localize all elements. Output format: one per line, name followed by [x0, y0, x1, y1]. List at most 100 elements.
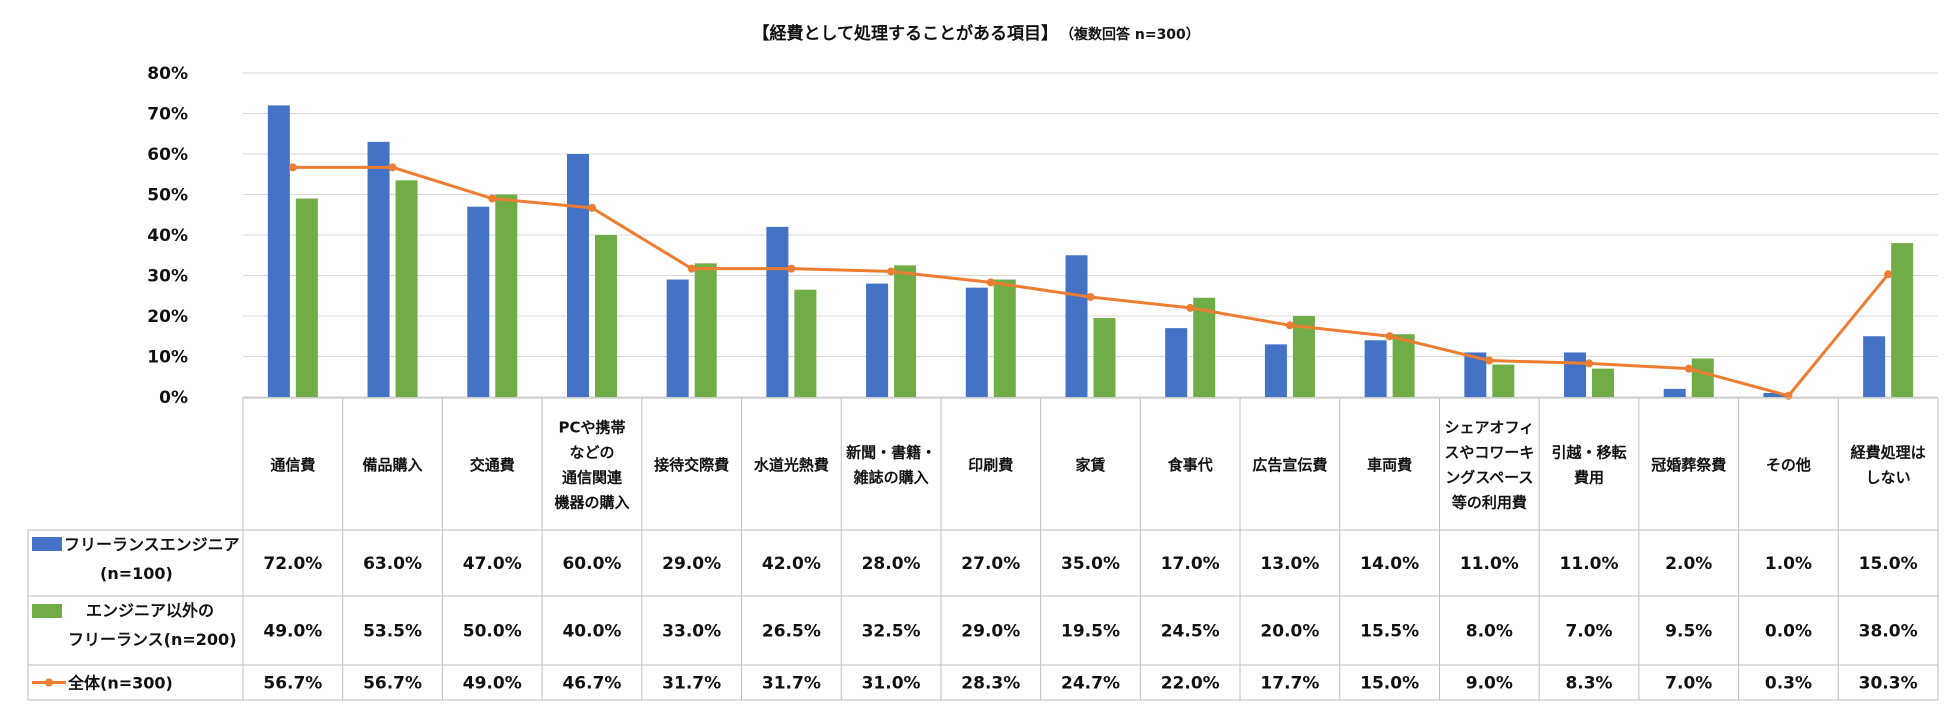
- category-label: PCや携帯: [558, 419, 625, 437]
- data-label: 49.0%: [463, 674, 522, 694]
- category-label: シェアオフィ: [1444, 419, 1534, 437]
- total-line-point: [1485, 356, 1494, 365]
- bar-non-engineer: [1891, 243, 1914, 397]
- category-label: 車両費: [1367, 456, 1412, 474]
- data-label: 1.0%: [1765, 554, 1812, 574]
- data-label: 46.7%: [562, 674, 621, 694]
- bar-engineer: [766, 226, 789, 397]
- total-line-point: [887, 267, 896, 276]
- data-label: 49.0%: [263, 622, 322, 642]
- bar-non-engineer: [894, 265, 917, 397]
- category-label: 機器の購入: [554, 494, 629, 512]
- data-label: 60.0%: [562, 554, 621, 574]
- data-label: 31.7%: [662, 674, 721, 694]
- legend-key: [32, 604, 62, 618]
- category-label: などの: [569, 444, 614, 462]
- data-label: 13.0%: [1260, 554, 1319, 574]
- bar-engineer: [566, 154, 589, 397]
- y-tick-label: 60%: [147, 145, 188, 165]
- bar-engineer: [666, 279, 689, 397]
- data-label: 28.0%: [862, 554, 921, 574]
- total-line-point: [1086, 292, 1095, 301]
- data-label: 8.0%: [1466, 622, 1513, 642]
- bar-non-engineer: [495, 194, 518, 397]
- category-label: 食事代: [1168, 456, 1213, 474]
- data-label: 22.0%: [1161, 674, 1220, 694]
- data-label: 9.0%: [1466, 674, 1513, 694]
- legend-key-marker: [45, 678, 53, 687]
- bar-engineer: [965, 287, 988, 397]
- bar-non-engineer: [1292, 316, 1315, 397]
- data-label: 29.0%: [662, 554, 721, 574]
- category-label: 家賃: [1075, 456, 1105, 474]
- series-name: エンジニア以外の: [86, 601, 214, 620]
- total-line-point: [1385, 332, 1394, 341]
- category-label: ングスペース: [1445, 469, 1533, 487]
- total-line-path: [292, 165, 1890, 398]
- data-label: 35.0%: [1061, 554, 1120, 574]
- total-line-point: [986, 278, 995, 287]
- data-label: 47.0%: [463, 554, 522, 574]
- category-label: 交通費: [470, 456, 515, 474]
- category-label: 費用: [1574, 469, 1604, 487]
- y-tick-label: 80%: [147, 64, 188, 84]
- total-line-point: [1585, 359, 1594, 368]
- data-label: 32.5%: [862, 622, 921, 642]
- bar-non-engineer: [295, 198, 318, 397]
- bar-engineer: [1763, 392, 1786, 397]
- series-name: フリーランス(n=200): [68, 630, 237, 649]
- total-line-point: [1784, 391, 1793, 400]
- data-label: 24.5%: [1161, 622, 1220, 642]
- bar-engineer: [1863, 336, 1886, 397]
- data-label: 11.0%: [1460, 554, 1519, 574]
- data-label: 15.0%: [1360, 674, 1419, 694]
- data-label: 15.5%: [1360, 622, 1419, 642]
- data-label: 0.3%: [1765, 674, 1812, 694]
- series-name: (n=100): [100, 564, 173, 583]
- category-label: 通信費: [270, 456, 315, 474]
- data-label: 9.5%: [1665, 622, 1712, 642]
- data-label: 33.0%: [662, 622, 721, 642]
- bars: [267, 105, 1914, 398]
- data-label: 7.0%: [1565, 622, 1612, 642]
- total-line-point: [1684, 364, 1693, 373]
- chart-subtitle: （複数回答 n=300）: [1060, 26, 1200, 43]
- data-label: 17.0%: [1161, 554, 1220, 574]
- y-axis: 0% 10% 20% 30% 40% 50% 60% 70% 80%: [147, 64, 188, 408]
- bar-engineer: [1464, 352, 1487, 397]
- data-label: 31.0%: [862, 674, 921, 694]
- y-tick-label: 50%: [147, 186, 188, 206]
- bar-engineer: [866, 283, 889, 397]
- data-label: 15.0%: [1859, 554, 1918, 574]
- data-label: 72.0%: [263, 554, 322, 574]
- bar-engineer: [1065, 255, 1088, 397]
- category-label: 接待交際費: [654, 456, 729, 474]
- data-label: 24.7%: [1061, 674, 1120, 694]
- data-label: 20.0%: [1260, 622, 1319, 642]
- legend-key: [32, 537, 62, 551]
- total-line-point: [288, 163, 297, 172]
- category-label: 備品購入: [363, 456, 423, 474]
- y-tick-label: 70%: [147, 105, 188, 125]
- bar-engineer: [1364, 340, 1387, 397]
- data-label: 42.0%: [762, 554, 821, 574]
- total-line-point: [687, 264, 696, 273]
- data-label: 31.7%: [762, 674, 821, 694]
- series-name: 全体(n=300): [67, 674, 173, 693]
- chart-title: 【経費として処理することがある項目】: [753, 23, 1059, 44]
- category-label: 水道光熱費: [754, 456, 829, 474]
- bar-non-engineer: [993, 279, 1016, 397]
- y-tick-label: 30%: [147, 267, 188, 287]
- bar-non-engineer: [395, 180, 418, 397]
- bar-non-engineer: [1093, 318, 1116, 397]
- bar-engineer: [267, 105, 290, 398]
- total-line-point: [1186, 303, 1195, 312]
- data-label: 38.0%: [1859, 622, 1918, 642]
- data-label: 0.0%: [1765, 622, 1812, 642]
- category-label: 印刷費: [968, 456, 1013, 474]
- data-label: 56.7%: [263, 674, 322, 694]
- data-label: 27.0%: [961, 554, 1020, 574]
- bar-non-engineer: [1492, 364, 1515, 397]
